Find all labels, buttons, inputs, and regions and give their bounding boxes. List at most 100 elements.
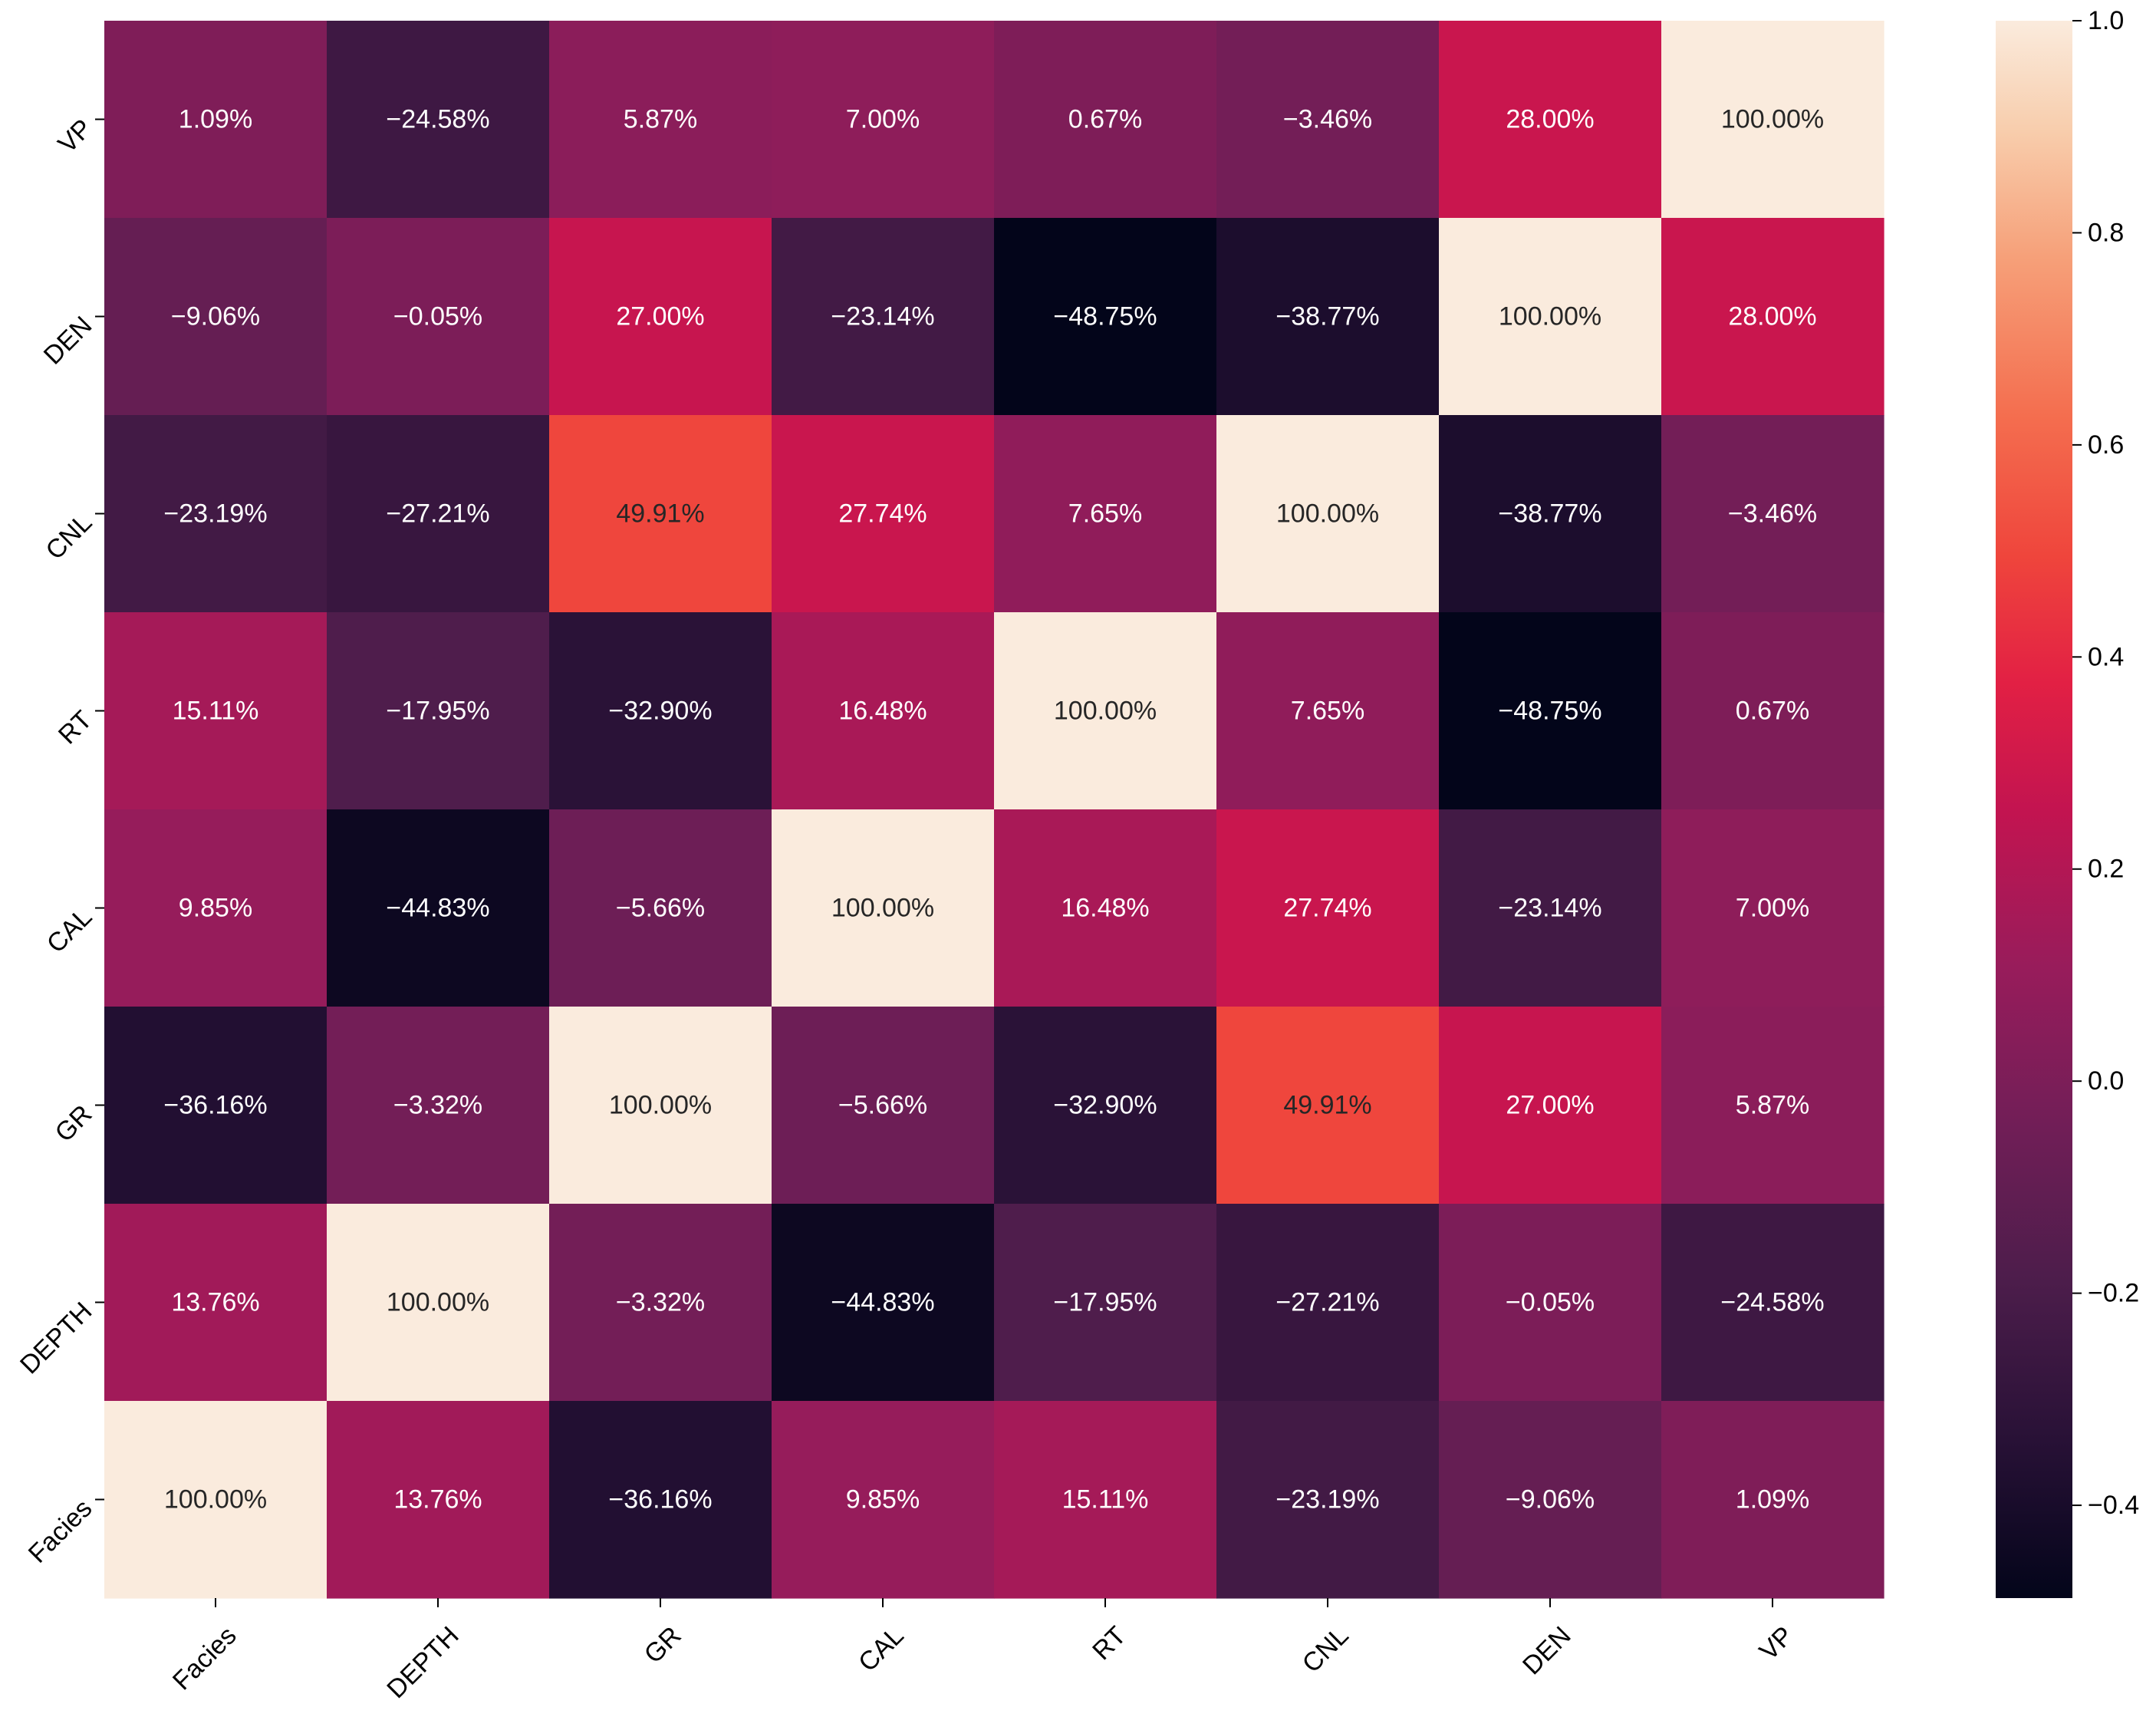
cell-value-label: 13.76% [171,1288,259,1317]
heatmap-cell [327,1401,550,1599]
y-tick-label: GR [50,1099,98,1148]
colorbar-tick-label: 0.4 [2088,642,2124,671]
cell-value-label: 1.09% [179,105,252,134]
heatmap-cell [1439,1007,1662,1205]
cell-value-label: −0.05% [1506,1288,1595,1317]
cell-value-label: −23.14% [831,302,934,331]
cell-value-label: 28.00% [1506,105,1594,134]
cell-value-label: 100.00% [1054,697,1157,726]
heatmap-cell [1216,612,1440,810]
heatmap-cell [1661,1401,1884,1599]
heatmap-cell [772,21,995,219]
heatmap-cell [549,21,772,219]
heatmap-cell [549,809,772,1007]
heatmap-cell [1216,1007,1440,1205]
y-tick-label: VP [52,114,97,159]
colorbar-tick-label: 0.8 [2088,218,2124,247]
cell-value-label: −3.46% [1728,499,1817,529]
cell-value-label: 28.00% [1728,302,1816,331]
cell-value-label: 27.74% [1283,894,1371,923]
colorbar-gradient [1996,21,2072,1598]
heatmap-cell [772,1204,995,1402]
y-tick-label: Facies [23,1494,98,1569]
heatmap-cell [1439,1401,1662,1599]
cell-value-label: −36.16% [163,1091,267,1120]
heatmap-cell [1661,415,1884,613]
x-tick-label: Facies [167,1621,242,1696]
cell-value-label: 100.00% [387,1288,489,1317]
heatmap-cell [549,1401,772,1599]
colorbar-tick-label: −0.2 [2088,1279,2139,1308]
heatmap-cell [1216,1204,1440,1402]
colorbar-tick-label: 0.0 [2088,1066,2124,1096]
heatmap-cell [1661,1204,1884,1402]
heatmap-cell [327,218,550,416]
y-tick-label: DEN [38,311,98,371]
cell-value-label: −27.21% [1275,1288,1379,1317]
cell-value-label: 5.87% [1736,1091,1809,1120]
heatmap-cell [1439,21,1662,219]
y-axis: VP DEN CNL RT CAL GR DEPTH Facies [15,114,104,1569]
heatmap-cell [1216,218,1440,416]
cell-value-label: 100.00% [1499,302,1601,331]
cell-value-label: 100.00% [609,1091,712,1120]
heatmap-cell [772,218,995,416]
cell-value-label: −38.77% [1498,499,1601,529]
cell-value-label: −23.19% [1275,1485,1379,1514]
x-tick-label: DEPTH [381,1621,464,1704]
cell-value-label: 27.74% [838,499,927,529]
x-tick-label: DEN [1517,1621,1577,1681]
cell-value-label: −5.66% [616,894,705,923]
cell-value-label: −17.95% [386,697,489,726]
cell-value-label: −27.21% [386,499,489,529]
heatmap-cell [772,1007,995,1205]
heatmap-cell [549,612,772,810]
heatmap-cell [327,415,550,613]
cell-value-label: 27.00% [1506,1091,1594,1120]
y-tick-label: CNL [40,508,97,565]
cell-value-label: 13.76% [393,1485,482,1514]
colorbar-tick-label: 0.6 [2088,430,2124,460]
heatmap-cell [549,1204,772,1402]
cell-value-label: −3.46% [1283,105,1372,134]
cell-value-label: 5.87% [624,105,697,134]
heatmap-cell [549,1007,772,1205]
colorbar: 1.0 0.8 0.6 0.4 0.2 0.0 −0.2 −0.4 [1996,6,2139,1598]
cell-value-label: 16.48% [838,697,927,726]
y-tick-label: CAL [41,902,98,959]
heatmap-cell [994,809,1217,1007]
heatmap-cell [1661,218,1884,416]
cell-value-label: −3.32% [393,1091,482,1120]
cell-value-label: −32.90% [1053,1091,1157,1120]
heatmap-cell [772,1401,995,1599]
cell-value-label: −44.83% [386,894,489,923]
heatmap-cell [772,612,995,810]
x-tick-label: CAL [853,1621,910,1678]
colorbar-tick-label: 1.0 [2088,6,2124,35]
cell-value-label: 100.00% [831,894,934,923]
heatmap-cell [1439,1204,1662,1402]
cell-value-label: 100.00% [1276,499,1379,529]
heatmap-cell [994,1401,1217,1599]
x-tick-label: VP [1754,1621,1799,1666]
heatmap-cell [327,1007,550,1205]
cell-value-label: −5.66% [838,1091,927,1120]
cell-value-label: −0.05% [393,302,482,331]
heatmap-cell [104,1401,328,1599]
heatmap-cell [104,1007,328,1205]
cell-value-label: 7.65% [1068,499,1142,529]
cell-value-label: −36.16% [608,1485,712,1514]
cell-value-label: −23.14% [1498,894,1601,923]
heatmap-cell [1439,415,1662,613]
heatmap-cell [327,21,550,219]
cell-value-label: 49.91% [1283,1091,1371,1120]
cell-value-label: 27.00% [616,302,704,331]
x-tick-label: RT [1087,1621,1131,1666]
heatmap-cell [104,218,328,416]
heatmap-cell [994,1007,1217,1205]
cell-value-label: 15.11% [1062,1485,1149,1514]
y-tick-label: RT [53,705,97,750]
heatmap-cell [104,612,328,810]
heatmap-cell [1661,1007,1884,1205]
cell-value-label: −24.58% [1720,1288,1824,1317]
